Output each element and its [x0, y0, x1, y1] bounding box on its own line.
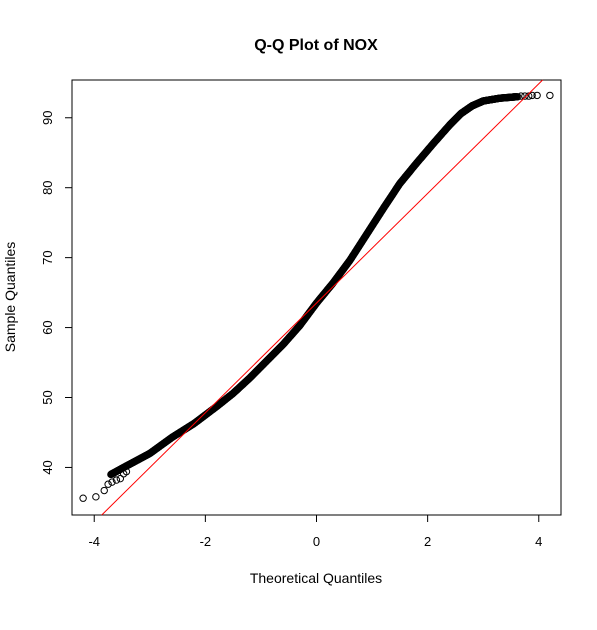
y-axis-label: Sample Quantiles [2, 242, 18, 353]
x-tick-label: -2 [200, 534, 212, 549]
data-point [101, 487, 107, 493]
y-tick-label: 40 [40, 460, 55, 474]
y-tick-label: 90 [40, 111, 55, 125]
x-tick-label: 4 [535, 534, 542, 549]
x-axis-label: Theoretical Quantiles [250, 570, 382, 586]
y-tick-label: 70 [40, 250, 55, 264]
chart-title: Q-Q Plot of NOX [254, 37, 378, 54]
data-points [80, 92, 553, 501]
x-tick-label: 0 [313, 534, 320, 549]
y-axis: 40 50 60 70 80 90 [40, 111, 72, 475]
qq-reference-line [102, 80, 543, 515]
data-point [547, 92, 553, 98]
data-point [80, 495, 86, 501]
x-tick-label: -4 [88, 534, 100, 549]
x-axis: -4 -2 0 2 4 [88, 515, 542, 549]
y-tick-label: 50 [40, 390, 55, 404]
data-point [105, 481, 111, 487]
y-tick-label: 60 [40, 320, 55, 334]
data-point [93, 494, 99, 500]
y-tick-label: 80 [40, 180, 55, 194]
x-tick-label: 2 [424, 534, 431, 549]
